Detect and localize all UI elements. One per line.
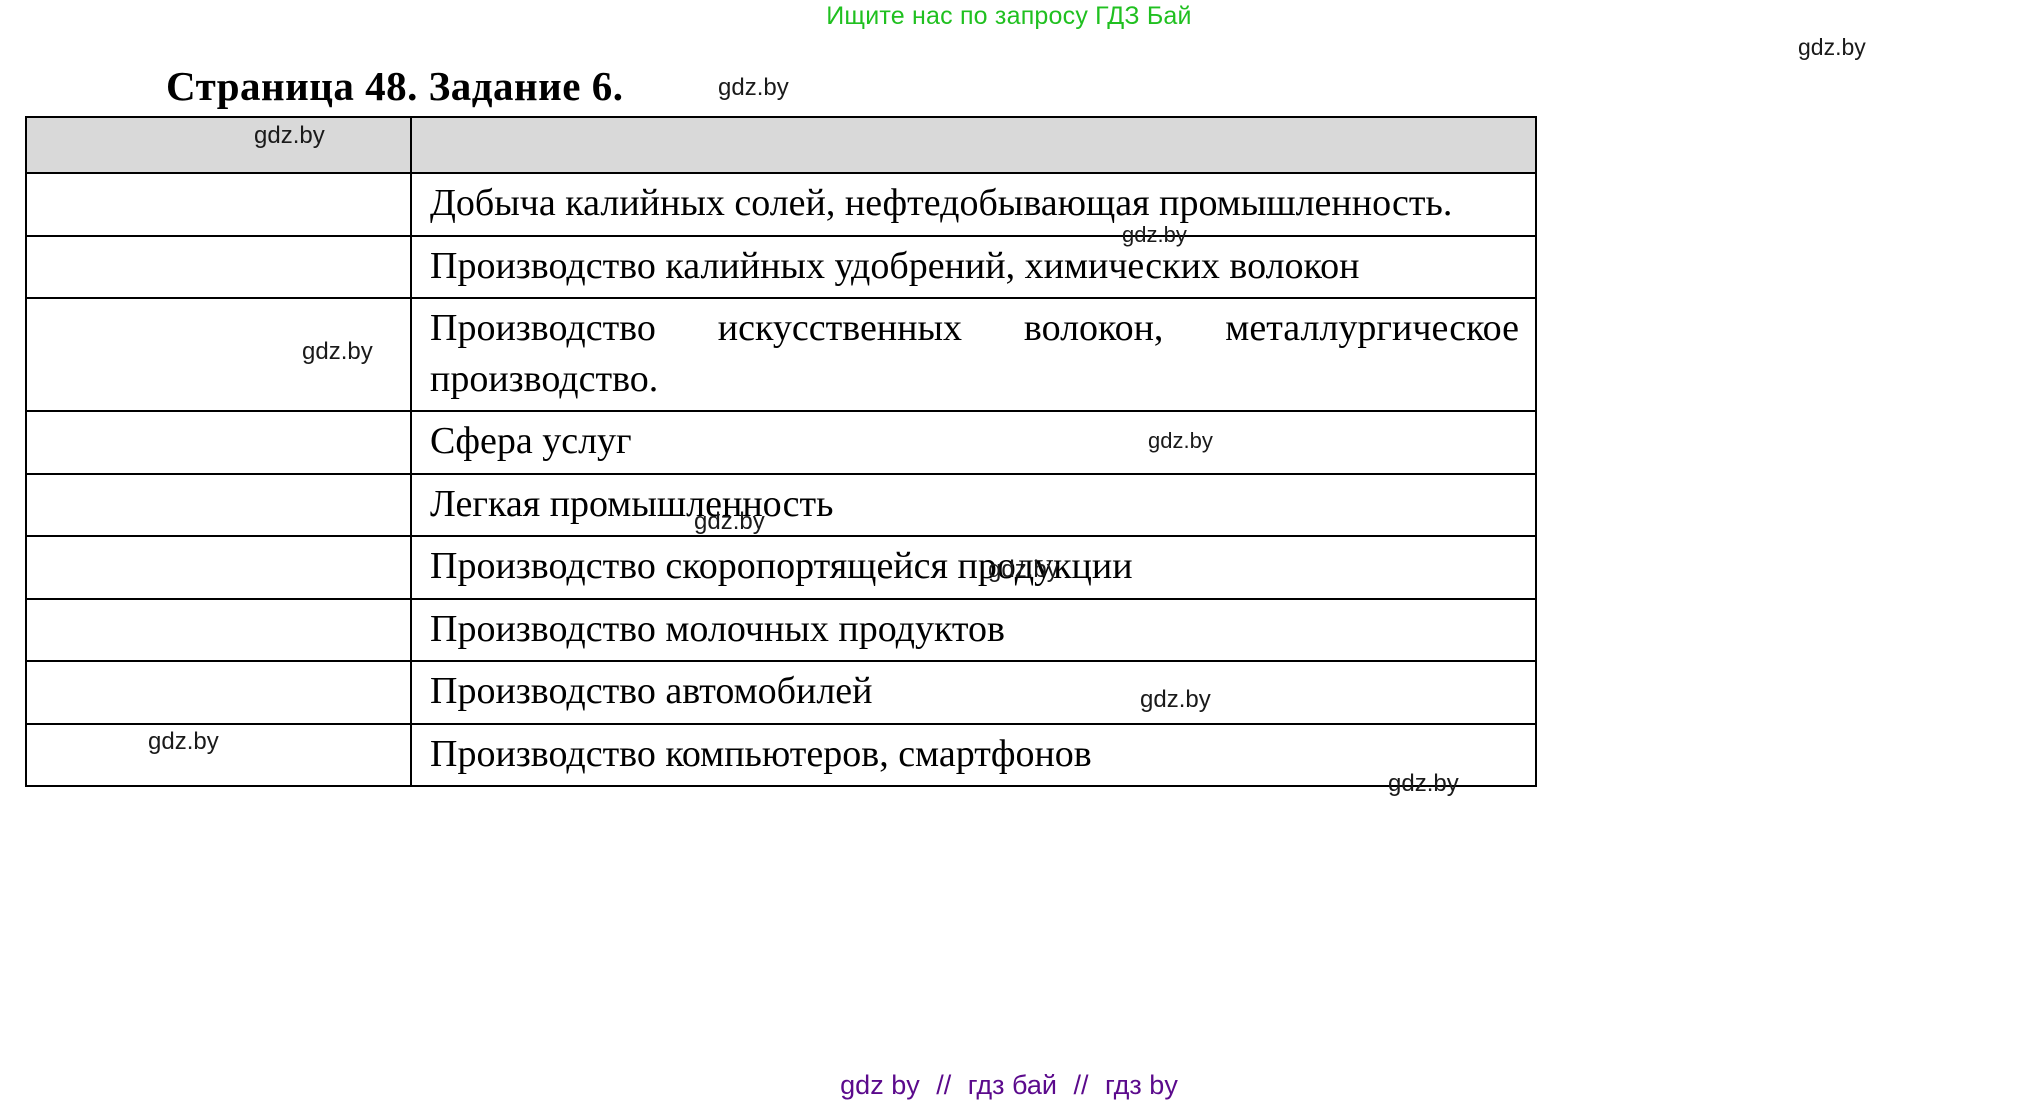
row-cell-left[interactable] <box>25 172 412 237</box>
table-row: Легкая промышленность <box>25 472 1537 538</box>
assignment-table: Добыча калийных солей, нефтедобывающая п… <box>25 116 1537 788</box>
header-cell-right <box>410 116 1537 174</box>
row-cell-left[interactable] <box>25 660 412 725</box>
footer-link-gdz-by-2[interactable]: гдз by <box>1105 1070 1178 1100</box>
watermark-beside-title: gdz.by <box>718 74 789 101</box>
row-cell-left[interactable] <box>25 472 412 538</box>
table-row: Производство скоропортящейся продукции <box>25 535 1537 600</box>
footer-link-gdz-by[interactable]: gdz by <box>840 1070 920 1100</box>
table-header-row <box>25 116 1537 174</box>
row-cell-right: Производство автомобилей <box>410 660 1537 725</box>
row-cell-right: Легкая промышленность <box>410 472 1537 538</box>
page-title: Страница 48. Задание 6. <box>166 63 624 109</box>
row-cell-right: Добыча калийных солей, нефтедобывающая п… <box>410 172 1537 237</box>
footer-links: gdz by // гдз бай // гдз by <box>0 1070 2018 1101</box>
footer-separator-2: // <box>1073 1070 1089 1100</box>
header-cell-left <box>25 116 412 174</box>
row-cell-right: Производство калийных удобрений, химичес… <box>410 234 1537 300</box>
table-row: Производство искусственных волокон, мета… <box>25 297 1537 413</box>
table-row: Добыча калийных солей, нефтедобывающая п… <box>25 172 1537 237</box>
table-row: Сфера услуг <box>25 410 1537 475</box>
row-cell-left[interactable] <box>25 410 412 475</box>
row-cell-left[interactable] <box>25 535 412 600</box>
table-row: Производство молочных продуктов <box>25 597 1537 663</box>
row-cell-right: Производство молочных продуктов <box>410 597 1537 663</box>
row-cell-right: Производство компьютеров, смартфонов <box>410 722 1537 788</box>
row-cell-left[interactable] <box>25 234 412 300</box>
table-row: Производство компьютеров, смартфонов <box>25 722 1537 788</box>
row-cell-left[interactable] <box>25 597 412 663</box>
row-cell-right: Производство искусственных волокон, мета… <box>410 297 1537 413</box>
row-cell-right: Производство скоропортящейся продукции <box>410 535 1537 600</box>
row-cell-left[interactable] <box>25 297 412 413</box>
footer-link-gdz-bay[interactable]: гдз бай <box>967 1070 1057 1100</box>
row-cell-right: Сфера услуг <box>410 410 1537 475</box>
table-row: Производство автомобилей <box>25 660 1537 725</box>
table-row: Производство калийных удобрений, химичес… <box>25 234 1537 300</box>
promo-banner: Ищите нас по запросу ГДЗ Бай <box>826 2 1192 30</box>
footer-separator-1: // <box>936 1070 952 1100</box>
watermark-top-right: gdz.by <box>1798 34 1866 60</box>
row-cell-left[interactable] <box>25 722 412 788</box>
